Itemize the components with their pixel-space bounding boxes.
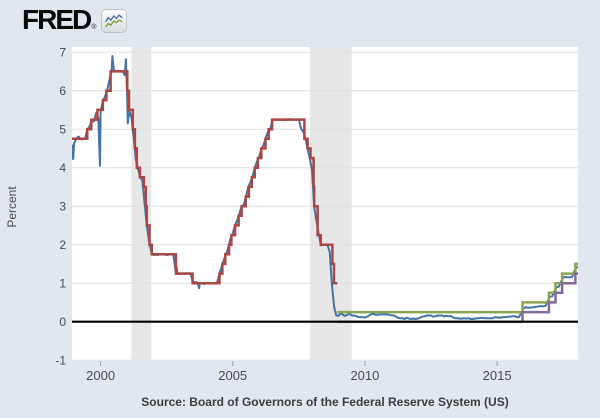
x-axis: 2000 2005 2010 2015	[86, 361, 512, 383]
y-tick-label: 6	[59, 84, 66, 98]
x-tick-label: 2000	[86, 368, 115, 383]
y-tick-label: 1	[59, 276, 66, 290]
series-target-range-lower	[337, 272, 578, 323]
y-tick-label: 5	[59, 122, 66, 136]
source-note: Source: Board of Governors of the Federa…	[141, 395, 509, 409]
fred-logo-text: FRED	[22, 4, 92, 35]
y-tick-label: 4	[59, 161, 66, 175]
recession-band	[309, 47, 352, 361]
fred-logo-chart-icon	[101, 9, 128, 33]
y-tick-label: 0	[59, 315, 66, 329]
x-tick-label: 2015	[483, 368, 512, 383]
series-target-rate	[72, 70, 338, 285]
y-axis: -1 0 1 2 3 4 5 6 7	[55, 45, 66, 367]
y-tick-label: 7	[59, 45, 66, 59]
series-group	[72, 55, 578, 323]
y-axis-title: Percent	[5, 186, 19, 228]
y-tick-label: 3	[59, 199, 66, 213]
y-tick-label: -1	[55, 353, 66, 367]
x-tick-label: 2005	[218, 368, 247, 383]
recession-band	[131, 47, 152, 361]
y-tick-label: 2	[59, 238, 66, 252]
x-tick-label: 2010	[350, 368, 379, 383]
series-target-range-upper	[337, 262, 578, 314]
fred-logo: FRED ®	[22, 4, 128, 35]
registered-trademark-icon: ®	[91, 24, 97, 31]
